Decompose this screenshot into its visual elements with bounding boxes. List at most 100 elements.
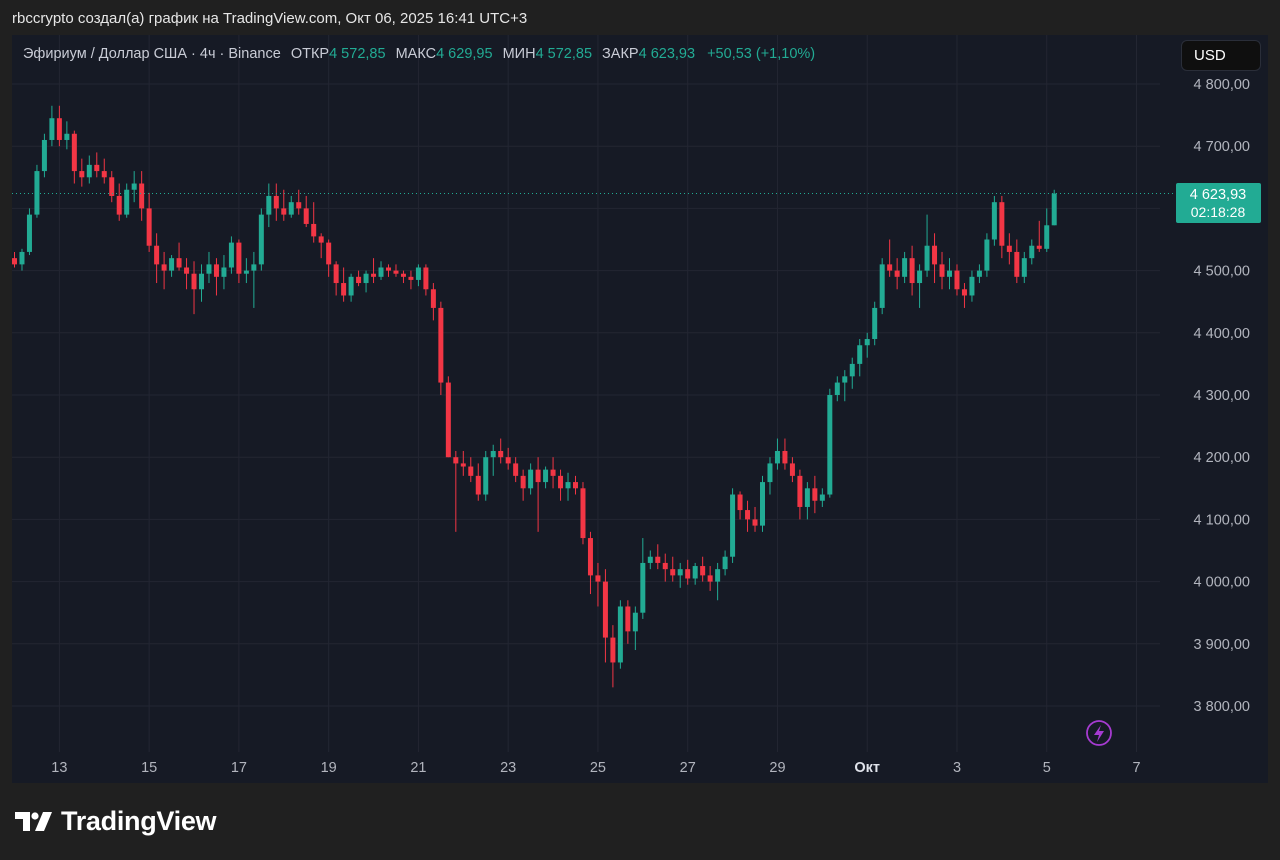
price-tag-price: 4 623,93 xyxy=(1190,187,1246,203)
candle-body xyxy=(909,258,915,284)
open-label: ОТКР xyxy=(290,46,330,62)
candle xyxy=(640,538,646,619)
candle-body xyxy=(573,482,578,489)
x-tick-label: 17 xyxy=(231,760,247,776)
candle xyxy=(131,171,137,203)
candle xyxy=(670,556,676,582)
candle-body xyxy=(430,289,436,308)
candle xyxy=(94,152,100,178)
share-caption: rbccrypto создал(а) график на TradingVie… xyxy=(12,10,528,27)
x-tick-label: 3 xyxy=(953,760,961,776)
candle xyxy=(722,550,728,576)
candle-body xyxy=(258,214,264,265)
candle-body xyxy=(288,202,294,215)
candle xyxy=(288,195,294,218)
candle xyxy=(909,245,915,296)
y-tick-label: 3 800,00 xyxy=(1194,699,1250,715)
candle-body xyxy=(887,264,893,271)
candle xyxy=(26,208,32,256)
lightning-icon[interactable] xyxy=(1086,720,1112,746)
price-tag-countdown: 02:18:28 xyxy=(1191,204,1246,220)
y-tick-label: 4 500,00 xyxy=(1194,264,1250,280)
candle-body xyxy=(722,556,728,570)
candle xyxy=(947,258,952,290)
x-tick-label: 25 xyxy=(590,760,606,776)
candle-body xyxy=(812,488,818,501)
candle xyxy=(991,195,997,246)
candle xyxy=(258,208,264,271)
candle xyxy=(797,469,803,520)
candle xyxy=(528,463,534,495)
candle-body xyxy=(580,488,586,539)
candle-body xyxy=(655,556,661,563)
candle xyxy=(625,600,631,644)
candle-body xyxy=(782,450,788,464)
candle-body xyxy=(954,270,960,290)
candle-body xyxy=(670,569,676,576)
candle xyxy=(595,562,601,607)
candle-body xyxy=(976,270,982,277)
candle xyxy=(520,469,526,501)
candle-body xyxy=(12,258,17,265)
candle-body xyxy=(715,569,721,582)
candle-body xyxy=(640,562,646,613)
candle xyxy=(303,195,309,228)
candle xyxy=(513,457,519,483)
candle xyxy=(101,158,107,184)
symbol-title[interactable]: Эфириум / Доллар США · 4ч · Binance xyxy=(23,46,281,62)
candle-body xyxy=(184,267,190,274)
candle-body xyxy=(1036,245,1042,249)
candle-body xyxy=(1014,251,1020,277)
candle xyxy=(573,475,578,495)
candle xyxy=(610,625,616,688)
candle xyxy=(954,264,960,296)
candle xyxy=(243,258,249,284)
candle xyxy=(969,270,975,302)
candle-body xyxy=(857,345,863,364)
x-tick-label: Окт xyxy=(854,760,880,776)
currency-button[interactable]: USD xyxy=(1181,40,1261,71)
candle xyxy=(834,376,840,402)
tradingview-logo: TradingView xyxy=(15,806,217,837)
candle-body xyxy=(124,189,130,215)
candle-body xyxy=(932,245,938,265)
candle-body xyxy=(1044,225,1050,249)
candle xyxy=(1014,239,1020,284)
candle xyxy=(86,155,92,184)
candle xyxy=(139,171,145,221)
candle-body xyxy=(745,510,751,520)
candle xyxy=(199,264,204,302)
y-tick-label: 4 700,00 xyxy=(1194,139,1250,155)
candle-body xyxy=(864,339,870,346)
tradingview-logo-icon xyxy=(15,811,52,831)
candle xyxy=(154,233,160,284)
candle xyxy=(176,242,182,271)
candle-body xyxy=(460,463,466,467)
candle xyxy=(408,270,414,290)
y-axis: 4 800,004 700,004 600,004 500,004 400,00… xyxy=(1194,77,1250,715)
candle-body xyxy=(558,475,564,489)
candle-body xyxy=(991,202,997,240)
candle-body xyxy=(438,307,444,383)
candle xyxy=(587,531,593,595)
candle-body xyxy=(348,276,354,296)
candle xyxy=(565,472,571,501)
candle xyxy=(348,273,354,302)
candle-body xyxy=(692,566,698,579)
chart-panel[interactable] xyxy=(12,35,1268,783)
x-tick-label: 23 xyxy=(500,760,516,776)
candle xyxy=(1029,239,1035,265)
candle xyxy=(475,463,481,501)
candle-body xyxy=(415,267,421,280)
candle-body xyxy=(834,382,840,395)
candle xyxy=(430,283,436,321)
candle xyxy=(505,447,511,470)
candle xyxy=(386,264,391,277)
candle xyxy=(737,491,743,520)
open-value: 4 572,85 xyxy=(329,46,386,62)
chart-legend: Эфириум / Доллар США · 4ч · Binance ОТКР… xyxy=(23,46,815,62)
candle-body xyxy=(191,273,197,290)
candle xyxy=(236,239,242,284)
candle-body xyxy=(393,270,399,274)
